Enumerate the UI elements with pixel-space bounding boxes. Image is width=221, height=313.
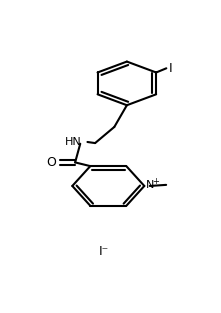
Text: O: O: [46, 156, 56, 169]
Text: I⁻: I⁻: [99, 245, 109, 258]
Text: +: +: [153, 177, 160, 186]
Text: HN: HN: [65, 136, 82, 146]
Text: I: I: [168, 62, 172, 75]
Text: N: N: [145, 180, 154, 190]
